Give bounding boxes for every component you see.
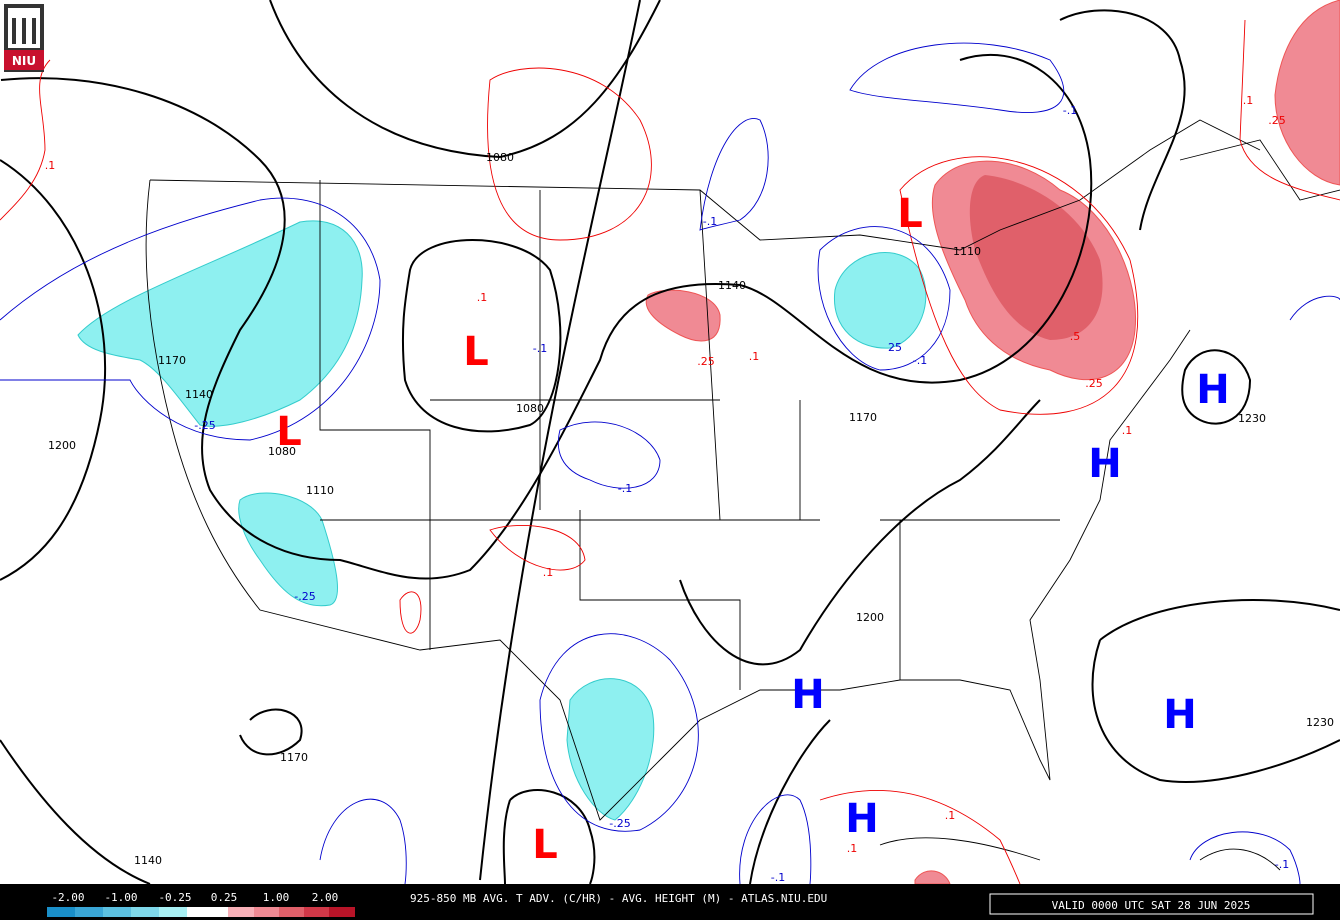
height-label: 1170 — [280, 751, 308, 764]
warm-core — [969, 175, 1103, 340]
high-center: H — [1196, 367, 1229, 413]
colorbar-tick-label: 0.25 — [211, 891, 238, 904]
height-label: 1110 — [306, 484, 334, 497]
high-center: H — [791, 672, 824, 718]
warm-contours — [0, 19, 1340, 885]
warm-label: .5 — [1070, 330, 1081, 343]
warm-label: .25 — [697, 355, 715, 368]
cold-label: -.25 — [609, 817, 630, 830]
warm-label: .25 — [1268, 114, 1286, 127]
cold-advection-shading — [77, 220, 927, 821]
warm-label: .1 — [945, 809, 956, 822]
height-label: 1200 — [48, 439, 76, 452]
borders — [145, 119, 1340, 871]
colorbar-tick-label: -2.00 — [51, 891, 84, 904]
colorbar-tick-label: -0.25 — [158, 891, 191, 904]
warm-label: .1 — [749, 350, 760, 363]
colorbar-tick-label: -1.00 — [104, 891, 137, 904]
height-label: 1230 — [1238, 412, 1266, 425]
colorbar-tick-label: 2.00 — [312, 891, 339, 904]
cold-label: 25 — [888, 341, 902, 354]
logo: NIU — [4, 4, 44, 72]
cold-label: -.1 — [913, 354, 927, 367]
warm-label: .25 — [1085, 377, 1103, 390]
warm-label: .1 — [477, 291, 488, 304]
cold-label: -.1 — [618, 482, 632, 495]
cold-label: -.1 — [703, 215, 717, 228]
cold-label: -.25 — [294, 590, 315, 603]
cold-contours — [0, 42, 1340, 885]
cold-label: -.1 — [1275, 858, 1289, 871]
low-center: L — [463, 329, 489, 375]
height-label: 1230 — [1306, 716, 1334, 729]
low-center: L — [532, 822, 558, 868]
low-center: L — [897, 191, 923, 237]
map-area — [0, 0, 1340, 884]
height-label: 1140 — [185, 388, 213, 401]
valid-time: VALID 0000 UTC SAT 28 JUN 2025 — [1052, 899, 1251, 912]
cold-label: -.25 — [194, 419, 215, 432]
warm-label: .1 — [847, 842, 858, 855]
height-label: 1170 — [158, 354, 186, 367]
high-center: H — [1163, 692, 1196, 738]
height-label: 1080 — [268, 445, 296, 458]
cold-label: -.1 — [771, 871, 785, 884]
warm-label: .1 — [45, 159, 56, 172]
high-center: H — [1088, 441, 1121, 487]
colorbar-tick-label: 1.00 — [263, 891, 290, 904]
height-contours — [0, 0, 1340, 885]
height-label: 1140 — [134, 854, 162, 867]
height-label: 1110 — [953, 245, 981, 258]
valid-box — [989, 893, 1314, 915]
high-center: H — [845, 796, 878, 842]
logo-text: NIU — [12, 54, 36, 68]
warm-label: .1 — [1122, 424, 1133, 437]
height-label: 1140 — [718, 279, 746, 292]
height-label: 1080 — [516, 402, 544, 415]
low-center: L — [276, 409, 302, 455]
footer-title: 925-850 MB AVG. T ADV. (C/HR) - AVG. HEI… — [410, 892, 827, 905]
warm-label: .1 — [1243, 94, 1254, 107]
cold-label: -.1 — [533, 342, 547, 355]
cold-label: -.1 — [1063, 104, 1077, 117]
warm-label: .1 — [543, 566, 554, 579]
labels: L L L L H H H H H 1080 1140 1170 1140 1200 1080 1080 111… — [45, 94, 1334, 904]
colorbar — [47, 907, 355, 917]
height-label: 1080 — [486, 151, 514, 164]
height-label: 1170 — [849, 411, 877, 424]
height-label: 1200 — [856, 611, 884, 624]
